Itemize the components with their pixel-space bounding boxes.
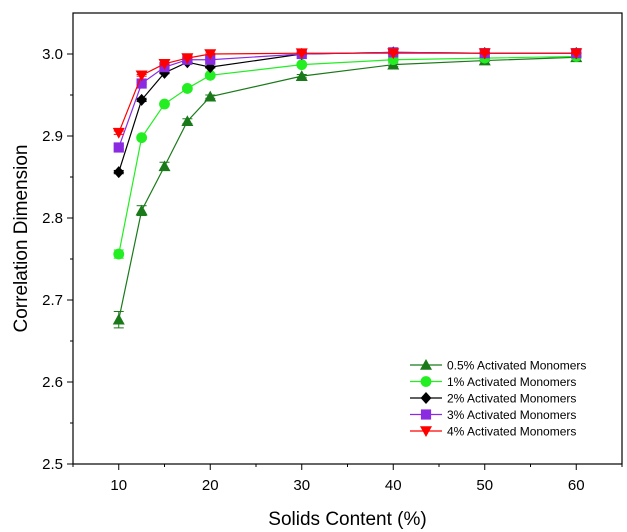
y-axis-title: Correlation Dimension — [11, 145, 32, 333]
data-point — [136, 93, 148, 106]
series-2 — [113, 51, 582, 260]
data-point — [158, 160, 171, 172]
data-point — [158, 59, 171, 70]
data-point — [478, 48, 491, 60]
x-axis-ticks: 10 20 30 40 50 60 — [72, 464, 623, 494]
legend-label: 2% Activated Monomers — [447, 392, 576, 406]
data-point — [570, 48, 583, 60]
data-point — [181, 115, 194, 127]
data-point — [136, 78, 147, 89]
x-tick-label: 40 — [385, 477, 402, 494]
y-tick-label: 2.6 — [42, 374, 63, 391]
series-1 — [112, 51, 583, 329]
x-axis-title: Solids Content (%) — [268, 509, 426, 530]
legend-item: 1% Activated Monomers — [410, 375, 576, 389]
data-point — [295, 70, 308, 81]
data-point — [296, 59, 308, 71]
legend-item: 3% Activated Monomers — [410, 408, 576, 422]
data-point — [113, 248, 125, 260]
legend-item: 4% Activated Monomers — [410, 425, 576, 439]
x-tick-label: 50 — [476, 477, 493, 494]
y-tick-label: 2.5 — [42, 456, 63, 473]
y-tick-label: 2.8 — [42, 210, 63, 227]
data-point — [112, 313, 125, 325]
series-5 — [112, 48, 583, 139]
y-tick-label: 2.9 — [42, 128, 63, 145]
legend: 0.5% Activated Monomers 1% Activated Mono… — [410, 359, 586, 439]
legend-item: 2% Activated Monomers — [410, 392, 576, 406]
legend-marker — [420, 359, 432, 370]
legend-marker — [420, 376, 432, 387]
data-point — [113, 142, 124, 153]
legend-label: 4% Activated Monomers — [447, 425, 576, 439]
y-axis-ticks: 2.5 2.6 2.7 2.8 2.9 3.0 — [42, 46, 73, 473]
legend-marker — [420, 392, 432, 404]
series-line — [118, 56, 577, 320]
x-tick-label: 30 — [293, 477, 310, 494]
data-point — [204, 90, 217, 102]
data-point — [204, 49, 217, 60]
x-tick-label: 60 — [568, 477, 585, 494]
y-tick-label: 3.0 — [42, 46, 63, 63]
legend-marker — [420, 426, 432, 437]
data-point — [181, 83, 193, 94]
legend-label: 3% Activated Monomers — [447, 408, 576, 422]
data-point — [204, 69, 216, 81]
data-point — [135, 204, 148, 216]
x-tick-label: 20 — [202, 477, 219, 494]
series-4 — [113, 47, 582, 153]
series-3 — [113, 46, 582, 179]
data-point — [295, 48, 308, 60]
data-point — [113, 166, 125, 179]
data-point — [387, 48, 400, 60]
data-point — [112, 127, 125, 139]
y-tick-label: 2.7 — [42, 292, 63, 309]
legend-item: 0.5% Activated Monomers — [410, 359, 586, 373]
data-point — [136, 132, 148, 144]
legend-label: 0.5% Activated Monomers — [447, 359, 586, 373]
series-layer — [112, 46, 583, 329]
data-point — [181, 53, 194, 65]
data-point — [159, 98, 170, 110]
legend-marker — [420, 409, 432, 420]
legend-label: 1% Activated Monomers — [447, 375, 576, 389]
x-tick-label: 10 — [110, 477, 127, 494]
data-point — [135, 70, 148, 82]
